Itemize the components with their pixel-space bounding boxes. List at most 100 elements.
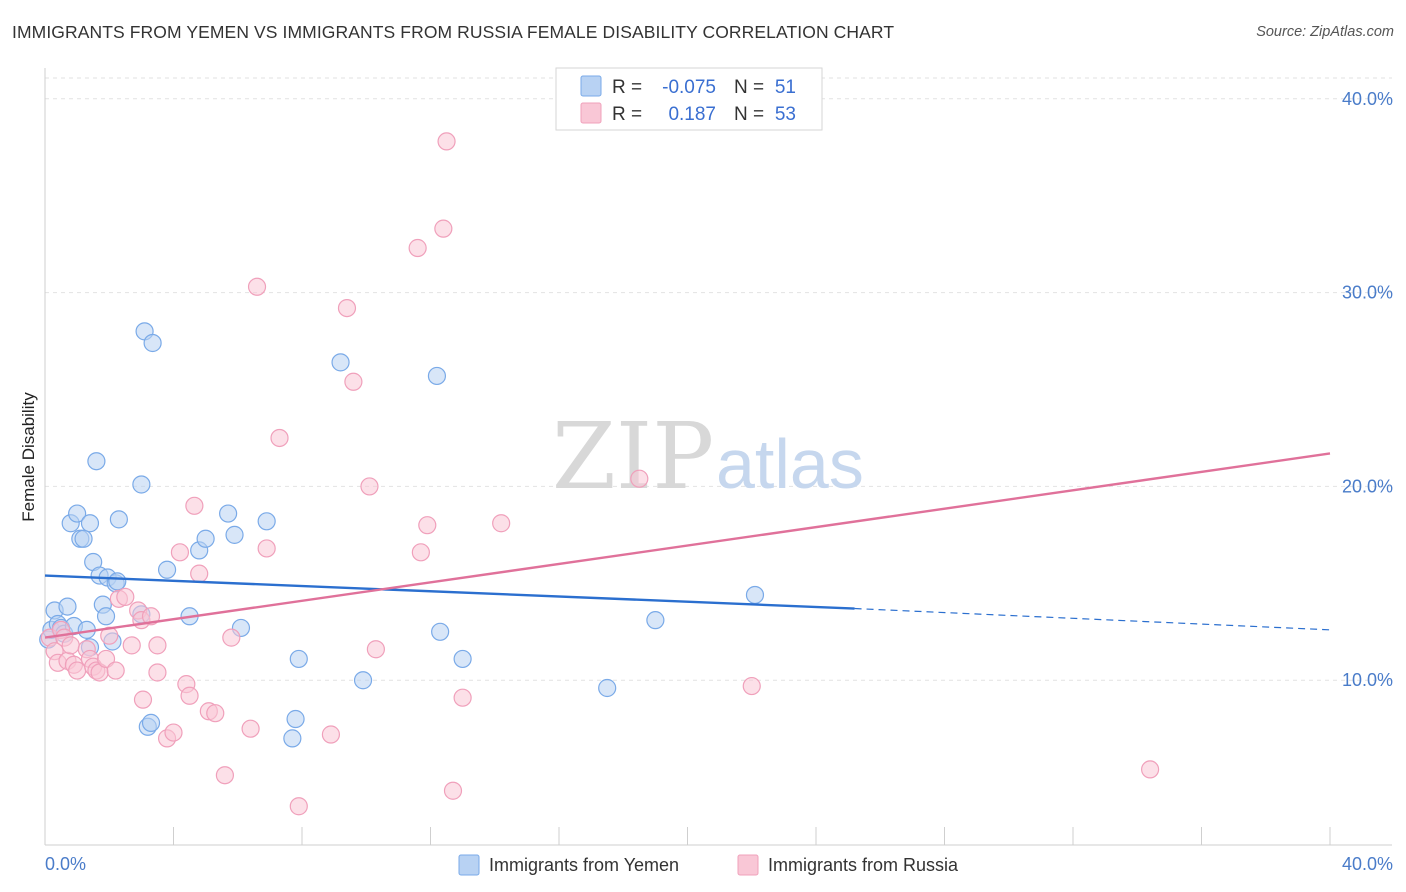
watermark-zip: ZIP — [552, 403, 714, 510]
russia-point — [100, 626, 119, 645]
yemen-point — [427, 366, 447, 386]
grid-lines — [45, 77, 1392, 681]
yemen-point — [453, 649, 472, 669]
russia-point — [106, 661, 125, 680]
russia-point — [190, 564, 209, 583]
yemen-point — [68, 504, 87, 523]
russia-point — [96, 649, 116, 669]
russia-point — [434, 219, 453, 238]
russia-point — [61, 636, 80, 655]
russia-point — [411, 543, 430, 562]
yemen-point — [431, 622, 450, 641]
russia-point — [1140, 760, 1160, 779]
russia-point — [122, 636, 141, 655]
trend-line-yemen — [44, 574, 855, 610]
y-axis-label: Female Disability — [19, 392, 38, 522]
russia-point — [437, 132, 456, 151]
russia-point — [408, 238, 427, 258]
russia-point — [257, 539, 276, 558]
russia-point — [180, 686, 199, 705]
yemen-point — [289, 649, 308, 669]
legend-n-value-yemen: 51 — [775, 77, 796, 98]
yemen-point — [96, 607, 116, 626]
y-tick-label-40: 40.0% — [1342, 89, 1393, 109]
russia-point — [289, 797, 308, 816]
russia-point — [241, 719, 260, 738]
russia-point — [141, 607, 161, 626]
yemen-point — [257, 512, 276, 531]
yemen-point — [745, 585, 765, 605]
watermark-atlas: atlas — [716, 425, 864, 503]
russia-point — [148, 663, 167, 682]
y-tick-labels: 10.0% 20.0% 30.0% 40.0% — [1342, 89, 1393, 690]
russia-point — [215, 766, 234, 785]
russia-point — [492, 514, 511, 533]
russia-point — [164, 723, 183, 742]
y-tick-label-10: 10.0% — [1342, 670, 1393, 690]
yemen-point — [219, 504, 238, 523]
yemen-point — [141, 713, 161, 732]
chart-title: IMMIGRANTS FROM YEMEN VS IMMIGRANTS FROM… — [12, 22, 895, 42]
x-tick-labels: 0.0% 40.0% — [45, 854, 1393, 874]
legend-r-value-yemen: -0.075 — [662, 77, 716, 98]
yemen-point — [109, 510, 128, 529]
yemen-point — [74, 529, 93, 548]
yemen-point — [283, 729, 302, 748]
yemen-point — [353, 671, 373, 690]
yemen-point — [196, 529, 215, 548]
legend-r-label-russia: R = — [612, 104, 642, 125]
legend-r-value-russia: 0.187 — [668, 104, 716, 125]
x-tick-label-max: 40.0% — [1342, 854, 1393, 874]
trend-line-extension-yemen — [854, 607, 1331, 631]
source-credit: Source: ZipAtlas.com — [1256, 24, 1394, 40]
yemen-point — [331, 353, 350, 372]
yemen-point — [225, 525, 244, 544]
legend-n-label-yemen: N = — [734, 77, 764, 98]
yemen-point — [143, 333, 162, 353]
legend-n-label-russia: N = — [734, 104, 764, 125]
russia-point — [206, 704, 225, 723]
russia-point — [337, 298, 357, 318]
trend-line-russia — [44, 452, 1331, 639]
russia-point — [247, 277, 267, 296]
yemen-point — [646, 611, 665, 630]
russia-point — [116, 587, 135, 607]
russia-point — [321, 725, 341, 744]
x-tick-label-min: 0.0% — [45, 854, 86, 874]
russia-point — [222, 628, 241, 647]
yemen-point — [80, 514, 100, 533]
russia-point — [148, 636, 167, 655]
russia-point — [133, 690, 153, 709]
russia-point — [742, 676, 761, 696]
series-points-0 — [39, 322, 765, 748]
yemen-point — [132, 475, 151, 494]
russia-point — [418, 516, 437, 535]
series-legend-label-yemen: Immigrants from Yemen — [489, 855, 679, 875]
data-points — [39, 132, 1160, 816]
series-legend: Immigrants from Yemen Immigrants from Ru… — [458, 854, 959, 876]
y-tick-label-20: 20.0% — [1342, 476, 1393, 496]
russia-point — [185, 496, 204, 515]
russia-point — [366, 640, 385, 659]
legend-swatch-russia — [580, 102, 602, 124]
yemen-point — [286, 709, 305, 729]
russia-point — [170, 543, 190, 562]
russia-point — [453, 688, 472, 707]
trend-lines — [44, 452, 1331, 639]
legend-r-label-yemen: R = — [612, 77, 642, 98]
yemen-point — [108, 572, 127, 591]
series-legend-swatch-yemen — [458, 854, 480, 876]
russia-point — [360, 477, 379, 496]
legend-n-value-russia: 53 — [775, 104, 796, 125]
series-points-1 — [40, 132, 1160, 816]
yemen-point — [87, 452, 106, 471]
yemen-point — [157, 560, 177, 579]
russia-point — [630, 469, 649, 488]
axes — [44, 68, 1392, 846]
series-legend-label-russia: Immigrants from Russia — [768, 855, 959, 875]
russia-point — [270, 428, 289, 448]
stats-legend: R = -0.075 N = 51 R = 0.187 N = 53 — [555, 67, 823, 131]
russia-point — [443, 781, 463, 800]
legend-swatch-yemen — [580, 75, 602, 97]
